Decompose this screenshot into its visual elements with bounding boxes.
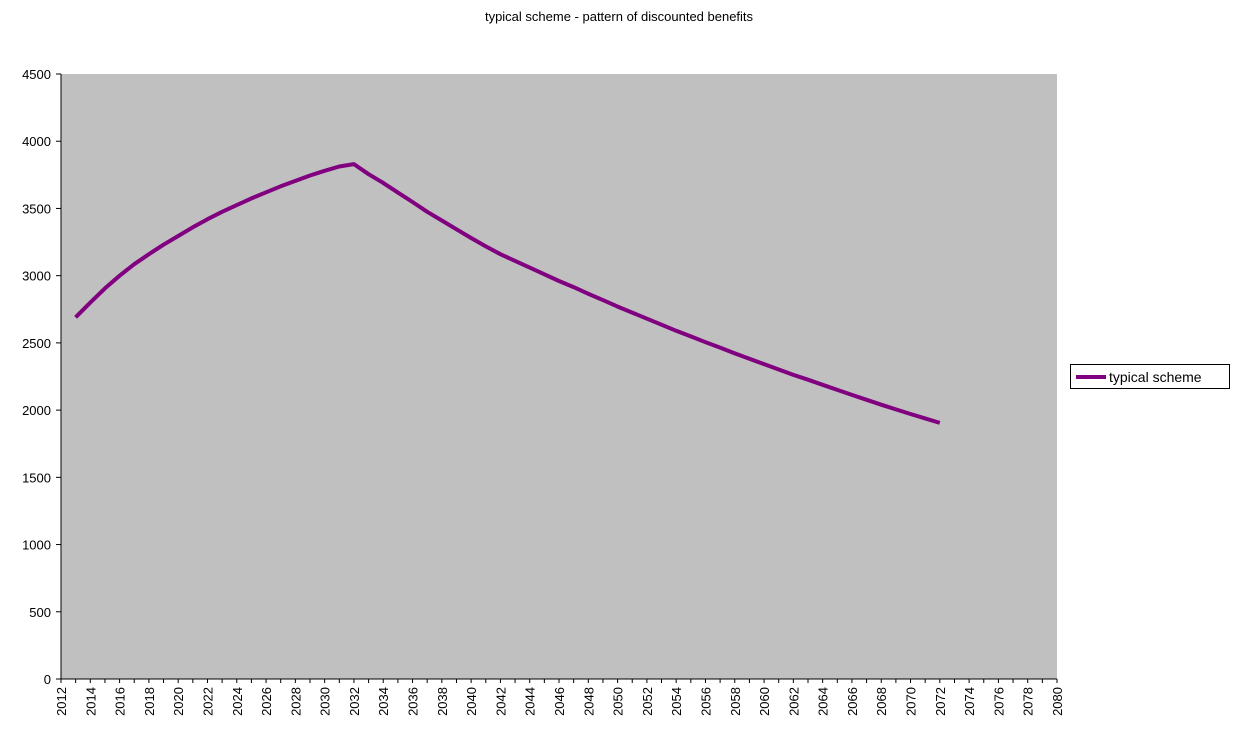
x-tick-label: 2012 <box>54 687 69 716</box>
y-tick-label: 500 <box>29 605 51 620</box>
y-tick-label: 4000 <box>22 134 51 149</box>
legend-swatch-typical-scheme <box>1076 375 1106 379</box>
series-line-typical-scheme <box>74 162 941 425</box>
legend-label-typical-scheme: typical scheme <box>1109 369 1202 385</box>
x-tick-label: 2038 <box>435 687 450 716</box>
x-tick-label: 2032 <box>347 687 362 716</box>
x-tick-label: 2036 <box>406 687 421 716</box>
x-tick-label: 2016 <box>113 687 128 716</box>
x-tick-label: 2048 <box>581 687 596 716</box>
y-tick-label: 0 <box>44 672 51 687</box>
chart-title: typical scheme - pattern of discounted b… <box>484 9 754 24</box>
y-tick-label: 1000 <box>22 538 51 553</box>
x-tick-label: 2064 <box>816 687 831 716</box>
x-tick-label: 2040 <box>464 687 479 716</box>
x-tick-label: 2018 <box>142 687 157 716</box>
x-tick-label: 2052 <box>640 687 655 716</box>
x-tick-label: 2028 <box>288 687 303 716</box>
y-tick-label: 1500 <box>22 470 51 485</box>
y-tick-label: 3500 <box>22 201 51 216</box>
y-axis-ticks: 0 500 1000 1500 2000 2500 3000 3500 4000 4500 <box>22 67 61 687</box>
x-tick-label: 2026 <box>259 687 274 716</box>
x-tick-label: 2080 <box>1050 687 1065 716</box>
x-tick-label: 2024 <box>230 687 245 716</box>
plot-area <box>61 74 1057 679</box>
x-tick-label: 2072 <box>933 687 948 716</box>
x-tick-label: 2042 <box>493 687 508 716</box>
x-tick-label: 2014 <box>83 687 98 716</box>
x-tick-label: 2046 <box>552 687 567 716</box>
legend: typical scheme <box>1070 364 1230 389</box>
x-tick-label: 2060 <box>757 687 772 716</box>
x-tick-label: 2054 <box>669 687 684 716</box>
x-tick-label: 2044 <box>523 687 538 716</box>
x-tick-label: 2020 <box>171 687 186 716</box>
y-tick-label: 3000 <box>22 269 51 284</box>
x-tick-label: 2030 <box>318 687 333 716</box>
x-tick-label: 2058 <box>728 687 743 716</box>
series-layer <box>74 162 941 425</box>
y-tick-label: 2000 <box>22 403 51 418</box>
x-tick-label: 2022 <box>200 687 215 716</box>
x-tick-label: 2068 <box>874 687 889 716</box>
x-tick-label: 2050 <box>611 687 626 716</box>
x-tick-label: 2062 <box>786 687 801 716</box>
x-tick-label: 2056 <box>698 687 713 716</box>
x-tick-label: 2076 <box>991 687 1006 716</box>
x-axis-ticks: 2012 2014 2016 2018 2020 2022 2024 2026 2028 2030… <box>54 679 1065 716</box>
x-tick-label: 2070 <box>904 687 919 716</box>
x-tick-label: 2034 <box>376 687 391 716</box>
x-tick-label: 2074 <box>962 687 977 716</box>
y-tick-label: 4500 <box>22 67 51 82</box>
x-tick-label: 2066 <box>845 687 860 716</box>
x-tick-label: 2078 <box>1021 687 1036 716</box>
y-tick-label: 2500 <box>22 336 51 351</box>
